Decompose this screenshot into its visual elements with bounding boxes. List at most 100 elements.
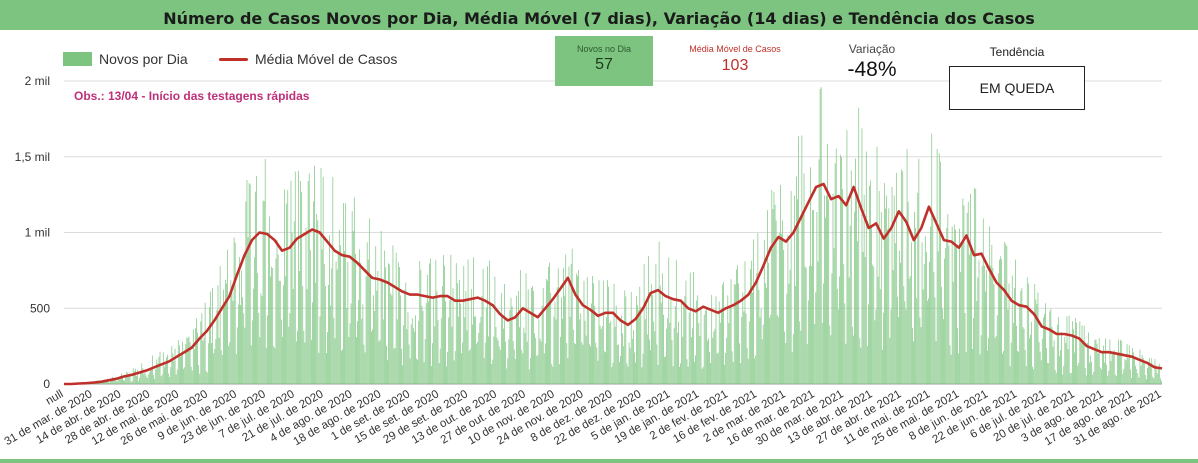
bar — [337, 251, 339, 384]
bar — [1131, 378, 1132, 384]
bar — [695, 355, 696, 384]
bar — [241, 270, 242, 384]
bar — [527, 289, 529, 384]
bar — [575, 344, 576, 384]
bar — [389, 264, 391, 384]
bar — [449, 300, 451, 384]
bar — [150, 369, 151, 384]
bar — [801, 135, 803, 384]
bar — [380, 230, 382, 384]
bar — [320, 168, 322, 384]
bar — [363, 344, 365, 384]
bar — [510, 297, 512, 384]
bar — [887, 229, 889, 384]
bar — [631, 338, 633, 384]
bar — [768, 263, 769, 384]
bar — [967, 201, 969, 384]
bar — [1023, 328, 1025, 384]
bar — [721, 308, 722, 384]
bar — [1099, 367, 1101, 384]
bar — [1019, 303, 1021, 384]
bar — [393, 348, 395, 384]
bar — [1112, 354, 1114, 384]
bar — [343, 203, 344, 384]
bar — [261, 296, 263, 384]
bar — [939, 161, 941, 384]
bar — [136, 376, 137, 384]
bar — [151, 368, 152, 384]
bar — [642, 353, 644, 384]
bar — [1127, 358, 1129, 384]
bar — [756, 273, 758, 384]
bar — [1059, 355, 1060, 384]
bar — [273, 346, 275, 384]
bar — [245, 201, 247, 384]
bar — [569, 316, 571, 384]
bar — [573, 342, 575, 384]
bar — [787, 235, 789, 384]
bar — [368, 218, 370, 384]
bar — [279, 280, 281, 384]
bar — [972, 348, 973, 384]
bar — [673, 327, 675, 384]
bar — [913, 341, 914, 384]
bar — [1110, 361, 1112, 384]
bar — [204, 302, 206, 384]
bar — [1053, 340, 1055, 384]
bar — [109, 382, 110, 384]
bar — [293, 221, 295, 384]
bar — [1074, 352, 1075, 384]
bar — [1005, 244, 1007, 384]
bar — [769, 317, 771, 384]
bar — [374, 310, 376, 384]
bar — [494, 276, 496, 384]
kpi-variacao-label: Variação — [848, 42, 896, 56]
bar — [172, 353, 174, 384]
bar — [813, 210, 815, 384]
bar — [316, 213, 318, 384]
bar — [522, 353, 524, 384]
bar — [977, 277, 979, 384]
bar — [157, 363, 159, 384]
bar — [613, 283, 615, 384]
bar — [500, 292, 502, 384]
bar — [416, 358, 417, 384]
bar — [155, 369, 157, 384]
bar — [1052, 346, 1054, 384]
bar — [318, 352, 320, 384]
bar — [747, 358, 749, 384]
bar — [876, 146, 878, 384]
legend-item-bars[interactable]: Novos por Dia — [63, 50, 188, 68]
y-tick-label: 2 mil — [25, 74, 50, 88]
bar — [475, 316, 476, 384]
bar — [802, 210, 804, 384]
bar — [607, 280, 608, 384]
bar — [872, 264, 874, 384]
bar — [255, 191, 256, 384]
bar — [517, 316, 518, 384]
legend-item-line[interactable]: Média Móvel de Casos — [219, 50, 397, 68]
bar — [132, 368, 134, 384]
bar — [796, 176, 797, 384]
bar — [317, 220, 319, 384]
bar — [826, 195, 827, 384]
bar — [386, 345, 387, 384]
bar — [156, 359, 158, 384]
bar — [705, 308, 707, 384]
bar — [860, 347, 862, 384]
bar — [776, 315, 778, 384]
bar — [994, 337, 996, 384]
bar — [260, 293, 262, 384]
bar — [1008, 283, 1010, 384]
bar — [1122, 373, 1124, 384]
bar — [591, 303, 592, 384]
bar — [933, 271, 935, 384]
bar — [610, 320, 612, 384]
bar — [934, 297, 936, 384]
bar — [959, 228, 960, 384]
bar — [1129, 369, 1131, 384]
bar — [982, 218, 984, 384]
bar — [590, 346, 591, 384]
bar — [935, 340, 937, 384]
bar — [612, 362, 614, 384]
